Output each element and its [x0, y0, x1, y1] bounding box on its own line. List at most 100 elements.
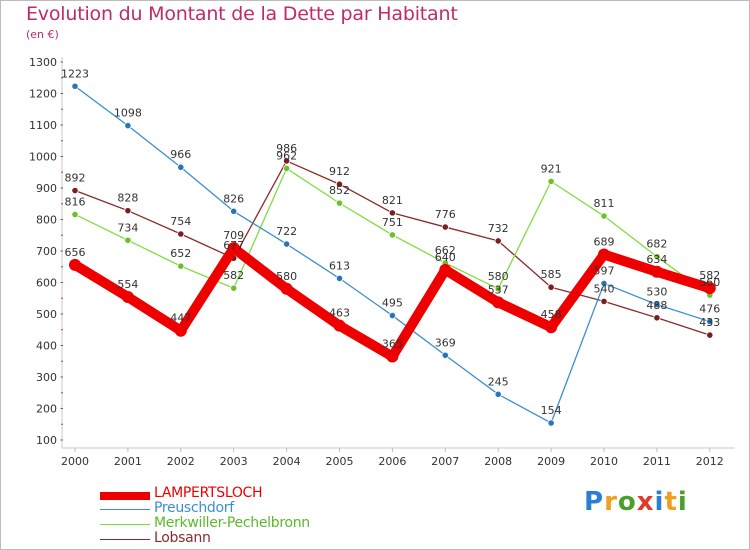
data-label: 597 [594, 264, 615, 277]
x-tick-label: 2004 [273, 455, 301, 468]
data-label: 912 [329, 165, 350, 178]
data-label: 892 [65, 172, 86, 185]
data-point [547, 419, 555, 427]
x-tick-label: 2007 [431, 455, 459, 468]
data-point [494, 237, 502, 245]
data-label: 754 [170, 215, 191, 228]
x-tick-label: 2005 [326, 455, 354, 468]
y-tick-label: 1100 [29, 119, 57, 132]
x-tick-label: 2000 [61, 455, 89, 468]
data-point [386, 350, 399, 363]
data-point [227, 242, 240, 255]
data-point [706, 331, 714, 339]
x-tick-label: 2008 [484, 455, 512, 468]
data-label: 821 [382, 194, 403, 207]
data-label: 537 [488, 283, 509, 296]
data-point [441, 351, 449, 359]
data-point [388, 209, 396, 217]
data-label: 154 [541, 404, 562, 417]
data-point [335, 180, 344, 188]
logo-letter: r [604, 487, 618, 517]
y-tick-label: 1300 [29, 56, 57, 69]
data-label: 447 [170, 312, 191, 325]
data-point [388, 231, 396, 239]
logo-letter: i [654, 487, 665, 517]
data-label: 652 [170, 247, 191, 260]
data-point [71, 210, 79, 219]
data-label: 495 [382, 297, 403, 310]
data-point [600, 279, 608, 288]
data-label: 966 [170, 148, 191, 161]
x-tick-label: 2006 [378, 455, 406, 468]
data-label: 640 [435, 251, 456, 264]
data-point [600, 212, 608, 220]
data-point [335, 199, 344, 207]
data-point [282, 157, 291, 165]
legend-label: Merkwiller-Pechelbronn [154, 515, 310, 531]
data-label: 962 [276, 149, 297, 162]
x-tick-label: 2012 [696, 455, 724, 468]
data-label: 826 [223, 192, 244, 205]
data-point [494, 390, 502, 398]
data-point [441, 223, 449, 231]
data-label: 458 [541, 308, 562, 321]
data-point [71, 186, 79, 195]
x-tick-label: 2010 [590, 455, 618, 468]
legend-label: Lobsann [154, 530, 211, 546]
y-tick-label: 1200 [29, 88, 57, 101]
data-label: 540 [594, 282, 615, 295]
y-tick-label: 300 [36, 371, 57, 384]
data-label: 734 [117, 221, 138, 234]
data-label: 554 [117, 278, 138, 291]
data-label: 476 [699, 303, 720, 316]
data-point [177, 163, 185, 171]
data-label: 656 [65, 246, 86, 259]
x-tick-label: 2003 [220, 455, 248, 468]
data-point [177, 262, 185, 270]
x-tick-label: 2002 [167, 455, 195, 468]
data-label: 613 [329, 259, 350, 272]
data-label: 677 [223, 239, 244, 252]
data-point [69, 258, 81, 271]
data-label: 709 [223, 229, 244, 242]
data-point [388, 311, 396, 320]
data-label: 433 [699, 316, 720, 329]
data-point [282, 164, 291, 173]
x-tick-label: 2001 [114, 455, 142, 468]
data-point [545, 321, 558, 334]
data-label: 560 [699, 276, 720, 289]
data-point [547, 283, 555, 291]
legend-swatch [100, 492, 150, 500]
data-point [335, 274, 344, 283]
data-point [439, 263, 452, 276]
data-label: 585 [541, 268, 562, 281]
data-label: 530 [646, 286, 667, 299]
chart-title: Evolution du Montant de la Dette par Hab… [26, 3, 458, 25]
data-label: 1223 [61, 67, 89, 80]
data-point [547, 177, 555, 185]
data-label: 582 [223, 269, 244, 282]
data-label: 580 [276, 270, 297, 283]
data-point [703, 282, 716, 295]
legend-swatch [100, 539, 150, 540]
data-label: 816 [65, 195, 86, 208]
data-point [706, 317, 714, 326]
data-label: 722 [276, 225, 297, 238]
logo-letter: P [584, 487, 605, 517]
data-label: 682 [646, 238, 667, 251]
data-point [280, 282, 293, 295]
y-tick-label: 600 [36, 277, 57, 290]
y-tick-label: 700 [36, 245, 57, 258]
data-label: 245 [488, 375, 509, 388]
x-tick-label: 2011 [643, 455, 671, 468]
chart-subtitle: (en €) [26, 28, 59, 41]
data-label: 1098 [114, 107, 142, 120]
y-tick-label: 1000 [29, 151, 57, 164]
data-point [650, 265, 663, 278]
data-label: 582 [699, 269, 720, 282]
data-point [124, 122, 132, 130]
data-point [598, 248, 610, 261]
data-point [653, 253, 661, 261]
